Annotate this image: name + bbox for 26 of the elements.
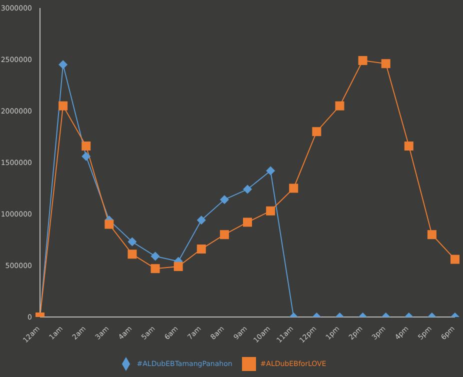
point bbox=[335, 101, 344, 110]
point bbox=[243, 184, 252, 194]
point bbox=[358, 56, 368, 66]
point bbox=[312, 127, 322, 136]
point bbox=[174, 262, 183, 272]
point bbox=[150, 264, 160, 274]
point bbox=[58, 101, 68, 110]
point bbox=[196, 216, 206, 225]
point bbox=[266, 166, 276, 176]
point bbox=[196, 244, 206, 254]
point bbox=[104, 220, 114, 229]
point bbox=[404, 142, 414, 151]
point bbox=[289, 184, 298, 193]
point bbox=[58, 60, 68, 70]
point bbox=[128, 237, 137, 246]
point bbox=[381, 59, 390, 68]
point bbox=[243, 218, 252, 227]
point bbox=[82, 142, 91, 151]
point bbox=[220, 195, 229, 204]
point bbox=[427, 230, 436, 240]
point bbox=[450, 254, 460, 264]
point bbox=[266, 206, 276, 216]
point bbox=[220, 230, 229, 240]
point bbox=[150, 252, 160, 261]
point bbox=[82, 152, 91, 161]
point bbox=[128, 250, 137, 259]
